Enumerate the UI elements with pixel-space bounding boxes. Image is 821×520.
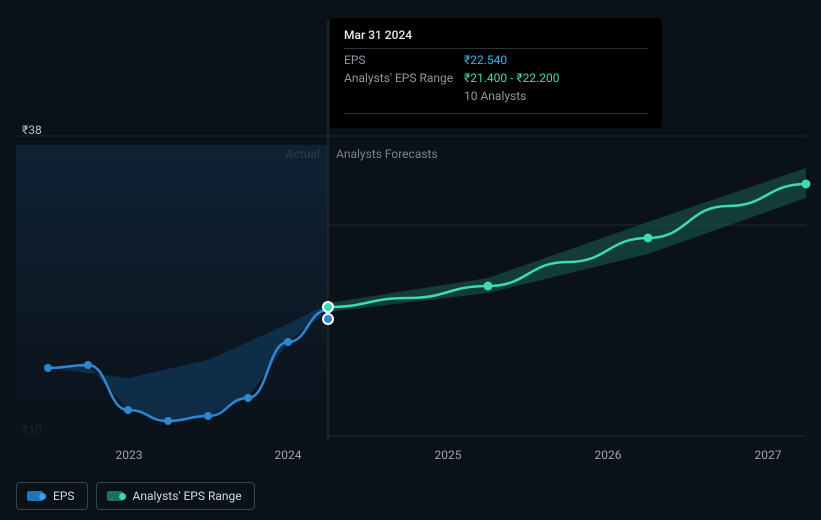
legend-label: Analysts' EPS Range [133,489,242,503]
legend-swatch [107,491,123,501]
chart-svg [0,0,821,470]
x-axis-label: 2025 [435,448,462,462]
legend-item-eps[interactable]: EPS [16,482,88,510]
eps-forecast-chart: Mar 31 2024 EPS ₹22.540 Analysts' EPS Ra… [0,0,821,520]
legend-dot-icon [119,493,126,500]
legend-item-range[interactable]: Analysts' EPS Range [96,482,255,510]
x-axis-label: 2026 [595,448,622,462]
x-axis-label: 2023 [116,448,143,462]
legend-dot-icon [39,493,46,500]
legend-label: EPS [53,489,75,503]
legend-swatch [27,491,43,501]
chart-legend: EPS Analysts' EPS Range [16,482,255,510]
x-axis: 2023 2024 2025 2026 2027 [0,448,821,466]
x-axis-label: 2024 [275,448,302,462]
x-axis-label: 2027 [755,448,782,462]
eps-range-band-forecast [328,168,806,312]
